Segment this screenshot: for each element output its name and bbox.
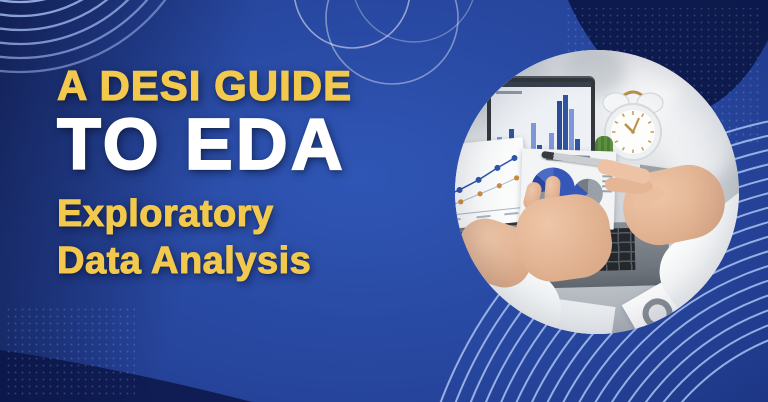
- line-chart-graphic: [455, 155, 524, 222]
- heading-main: TO EDA: [56, 105, 346, 186]
- browser-bar: [491, 82, 591, 87]
- concentric-arcs-top-left: [0, 0, 167, 74]
- subheading-line1: Exploratory: [56, 193, 274, 236]
- faint-circles-top-center: [294, 0, 474, 85]
- alarm-clock-graphic: [602, 90, 664, 161]
- title-block: A DESI GUIDE TO EDA Exploratory Data Ana…: [56, 61, 353, 283]
- heading-top: A DESI GUIDE: [56, 61, 353, 109]
- report-paper-line-chart: growth: [455, 137, 532, 231]
- laptop-analytics-photo: growth: [455, 50, 739, 334]
- alarm-clock: [597, 88, 669, 164]
- subheading-line2: Data Analysis: [56, 239, 312, 282]
- dot-texture-bottom-left: [5, 305, 135, 395]
